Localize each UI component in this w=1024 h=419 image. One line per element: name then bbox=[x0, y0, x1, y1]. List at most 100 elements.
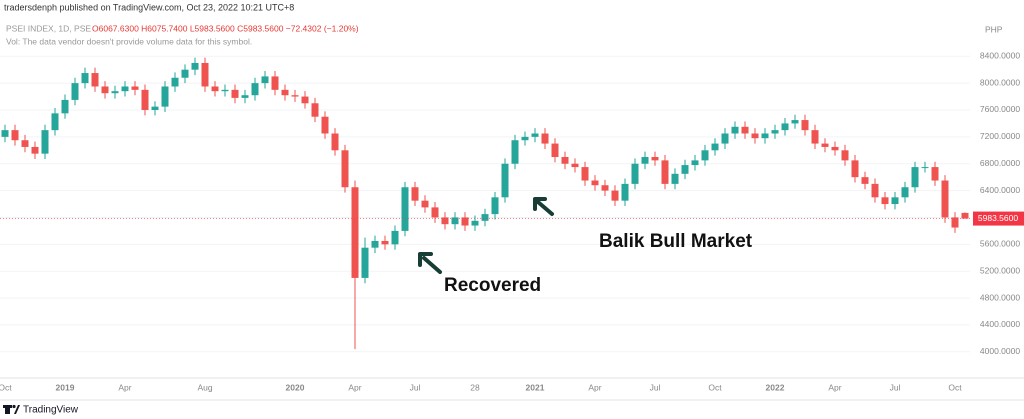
candle-body bbox=[561, 157, 569, 164]
candle-body bbox=[661, 160, 669, 184]
candle-body bbox=[81, 73, 89, 84]
candle-body bbox=[731, 126, 739, 134]
candle-body bbox=[291, 95, 299, 97]
y-tick-label: 5600.0000 bbox=[980, 239, 1020, 249]
x-tick-label: Aug bbox=[197, 382, 212, 392]
y-tick-label: 8000.0000 bbox=[980, 77, 1020, 87]
candle-body bbox=[741, 126, 749, 134]
candle-body bbox=[61, 99, 69, 114]
x-tick-label: Apr bbox=[588, 382, 601, 392]
x-tick-label: 2022 bbox=[766, 382, 785, 392]
y-tick-label: 7200.0000 bbox=[980, 131, 1020, 141]
candle-body bbox=[231, 89, 239, 98]
candle-body bbox=[271, 76, 279, 90]
x-tick-label: 2019 bbox=[56, 382, 75, 392]
arrow bbox=[533, 197, 554, 216]
candle-body bbox=[651, 157, 659, 161]
candle-body bbox=[681, 165, 689, 174]
candle-body bbox=[321, 116, 329, 134]
currency: PHP bbox=[985, 24, 1003, 34]
candle-body bbox=[111, 91, 119, 94]
candle-body bbox=[941, 180, 949, 218]
candle-body bbox=[811, 130, 819, 144]
candle-body bbox=[711, 143, 719, 151]
candle-body bbox=[881, 197, 889, 205]
candle-body bbox=[191, 62, 199, 70]
candle-body bbox=[141, 89, 149, 110]
candle-body bbox=[641, 157, 649, 164]
last-price-box bbox=[973, 211, 1024, 226]
candle-body bbox=[21, 140, 29, 147]
ohlc-values: O6067.6300 H6075.7400 L5983.5600 C5983.5… bbox=[92, 23, 359, 33]
candle-body bbox=[1, 130, 9, 137]
x-tick-label: Jul bbox=[890, 382, 901, 392]
candle-body bbox=[201, 62, 209, 87]
candle-body bbox=[491, 197, 499, 215]
candle-body bbox=[701, 150, 709, 161]
x-tick-label: Jul bbox=[650, 382, 661, 392]
y-tick-label: 4000.0000 bbox=[980, 346, 1020, 356]
y-tick-label: 7600.0000 bbox=[980, 104, 1020, 114]
tradingview-logo bbox=[3, 404, 20, 414]
candle-body bbox=[601, 185, 609, 191]
candle-body bbox=[801, 120, 809, 131]
candle-body bbox=[471, 220, 479, 226]
candle-body bbox=[161, 86, 169, 107]
candle-body bbox=[381, 240, 389, 245]
candle-body bbox=[961, 212, 969, 219]
candle-body bbox=[91, 73, 99, 87]
candle-body bbox=[371, 240, 379, 248]
candle-body bbox=[611, 190, 619, 201]
candle-body bbox=[691, 160, 699, 166]
x-tick-label: 2021 bbox=[526, 382, 545, 392]
candle-body bbox=[361, 247, 369, 278]
candle-body bbox=[221, 89, 229, 92]
candle-body bbox=[831, 146, 839, 151]
candle-body bbox=[241, 95, 249, 98]
candle-body bbox=[41, 130, 49, 154]
candle-body bbox=[441, 217, 449, 225]
candle-body bbox=[31, 146, 39, 154]
candle-body bbox=[821, 143, 829, 147]
last-price-label: 5983.5600 bbox=[978, 213, 1018, 223]
x-tick-label: Oct bbox=[708, 382, 722, 392]
candle-body bbox=[631, 163, 639, 184]
candle-body bbox=[101, 86, 109, 94]
candle-body bbox=[391, 230, 399, 245]
candle-body bbox=[181, 69, 189, 78]
candle-body bbox=[401, 187, 409, 231]
candle-body bbox=[621, 183, 629, 201]
publisher: tradersdenph published on TradingView.co… bbox=[4, 2, 294, 12]
candle-body bbox=[131, 86, 139, 90]
candle-body bbox=[771, 130, 779, 134]
y-tick-label: 6400.0000 bbox=[980, 185, 1020, 195]
candle-body bbox=[211, 86, 219, 92]
candle-body bbox=[281, 89, 289, 96]
candle-body bbox=[511, 140, 519, 164]
x-tick-label: Oct bbox=[948, 382, 962, 392]
x-tick-label: Oct bbox=[0, 382, 12, 392]
candle-body bbox=[891, 197, 899, 205]
candle-body bbox=[931, 167, 939, 181]
candle-body bbox=[571, 163, 579, 168]
candle-body bbox=[411, 187, 419, 201]
candle-body bbox=[341, 150, 349, 188]
annotation: Balik Bull Market bbox=[599, 231, 753, 252]
candle-body bbox=[541, 133, 549, 144]
candle-body bbox=[301, 96, 309, 104]
candle-body bbox=[431, 207, 439, 218]
y-tick-label: 5200.0000 bbox=[980, 265, 1020, 275]
x-tick-label: Apr bbox=[348, 382, 361, 392]
candle-body bbox=[751, 133, 759, 139]
candle-body bbox=[921, 167, 929, 169]
annotation-arrows bbox=[418, 197, 554, 274]
candle-body bbox=[551, 143, 559, 158]
x-tick-label: Apr bbox=[828, 382, 841, 392]
candle-body bbox=[851, 160, 859, 178]
candle-body bbox=[421, 200, 429, 208]
y-tick-label: 6800.0000 bbox=[980, 158, 1020, 168]
candle-body bbox=[901, 187, 909, 198]
x-tick-label: Jul bbox=[410, 382, 421, 392]
